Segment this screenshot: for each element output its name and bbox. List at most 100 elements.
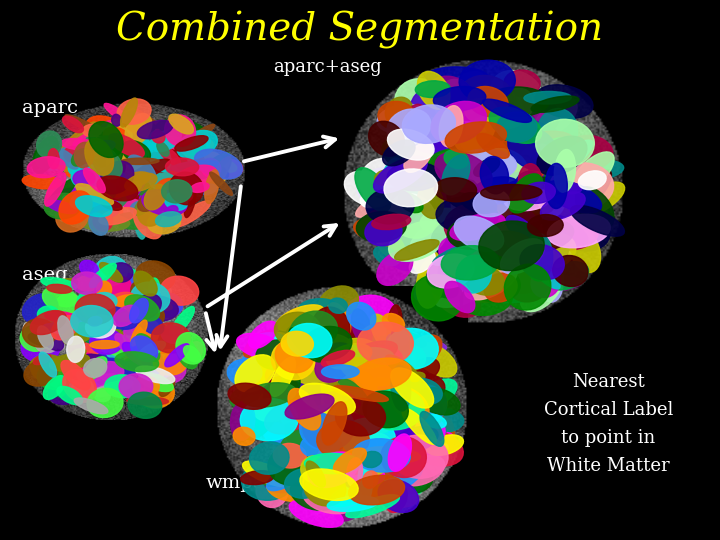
Ellipse shape — [545, 164, 567, 208]
Ellipse shape — [361, 451, 382, 468]
Ellipse shape — [471, 148, 528, 191]
Ellipse shape — [335, 501, 361, 521]
Ellipse shape — [84, 133, 109, 163]
Ellipse shape — [304, 470, 346, 506]
Ellipse shape — [175, 136, 208, 151]
Ellipse shape — [358, 433, 394, 475]
Ellipse shape — [372, 423, 395, 444]
Ellipse shape — [312, 307, 350, 349]
Ellipse shape — [156, 141, 187, 166]
Ellipse shape — [28, 333, 53, 346]
Ellipse shape — [414, 264, 457, 300]
Ellipse shape — [478, 172, 534, 195]
Ellipse shape — [511, 179, 558, 206]
Ellipse shape — [457, 138, 492, 166]
Ellipse shape — [395, 79, 447, 128]
Ellipse shape — [452, 113, 495, 129]
Ellipse shape — [385, 355, 419, 382]
Ellipse shape — [409, 379, 428, 397]
Ellipse shape — [374, 186, 431, 200]
Ellipse shape — [173, 165, 217, 188]
Ellipse shape — [138, 124, 156, 136]
Ellipse shape — [341, 406, 392, 446]
Ellipse shape — [45, 149, 94, 173]
Ellipse shape — [570, 231, 600, 273]
Ellipse shape — [344, 362, 393, 395]
Ellipse shape — [73, 170, 95, 187]
Ellipse shape — [308, 452, 359, 488]
Ellipse shape — [442, 155, 469, 195]
Ellipse shape — [398, 188, 424, 208]
Ellipse shape — [553, 182, 571, 198]
Ellipse shape — [316, 472, 344, 492]
Ellipse shape — [287, 324, 319, 345]
Ellipse shape — [89, 122, 123, 158]
Ellipse shape — [254, 333, 284, 343]
Ellipse shape — [171, 307, 194, 335]
Ellipse shape — [456, 85, 485, 115]
Ellipse shape — [94, 306, 117, 321]
Ellipse shape — [526, 120, 579, 152]
Ellipse shape — [139, 373, 174, 392]
Ellipse shape — [57, 387, 83, 404]
Ellipse shape — [84, 299, 111, 319]
Ellipse shape — [124, 325, 158, 354]
Ellipse shape — [370, 438, 406, 465]
Ellipse shape — [140, 397, 163, 408]
Ellipse shape — [277, 324, 324, 366]
Ellipse shape — [92, 380, 133, 396]
Ellipse shape — [421, 217, 478, 260]
Ellipse shape — [335, 363, 358, 380]
Ellipse shape — [420, 411, 444, 447]
Ellipse shape — [382, 140, 415, 166]
Ellipse shape — [49, 377, 85, 392]
Ellipse shape — [63, 381, 86, 398]
Ellipse shape — [152, 131, 165, 143]
Ellipse shape — [510, 205, 548, 226]
Ellipse shape — [238, 363, 279, 394]
Ellipse shape — [374, 156, 427, 193]
Ellipse shape — [124, 125, 150, 139]
Ellipse shape — [432, 237, 472, 275]
Ellipse shape — [338, 379, 371, 415]
Ellipse shape — [117, 185, 148, 209]
Ellipse shape — [491, 89, 534, 129]
Ellipse shape — [281, 420, 302, 438]
Ellipse shape — [459, 179, 495, 210]
Ellipse shape — [372, 214, 411, 230]
Ellipse shape — [390, 138, 431, 180]
Ellipse shape — [351, 309, 372, 346]
Ellipse shape — [458, 76, 516, 125]
Ellipse shape — [75, 132, 114, 156]
Ellipse shape — [330, 441, 356, 470]
Ellipse shape — [55, 199, 89, 232]
Ellipse shape — [285, 394, 334, 419]
Ellipse shape — [218, 160, 243, 178]
Ellipse shape — [108, 336, 138, 355]
Ellipse shape — [96, 281, 112, 298]
Ellipse shape — [312, 444, 351, 487]
Ellipse shape — [448, 282, 497, 299]
Ellipse shape — [441, 170, 508, 194]
Ellipse shape — [279, 376, 330, 393]
Ellipse shape — [380, 233, 435, 246]
Ellipse shape — [131, 356, 164, 377]
Ellipse shape — [207, 157, 231, 191]
Ellipse shape — [395, 345, 426, 370]
Ellipse shape — [73, 296, 94, 309]
Ellipse shape — [369, 390, 418, 422]
Ellipse shape — [572, 182, 625, 218]
Ellipse shape — [21, 334, 60, 362]
Ellipse shape — [92, 199, 104, 217]
Ellipse shape — [355, 388, 402, 410]
Ellipse shape — [382, 206, 400, 225]
Ellipse shape — [531, 144, 553, 164]
Ellipse shape — [492, 288, 544, 303]
Ellipse shape — [378, 399, 434, 413]
Ellipse shape — [482, 116, 528, 147]
Ellipse shape — [522, 182, 555, 204]
Ellipse shape — [468, 86, 508, 117]
Ellipse shape — [400, 339, 446, 353]
Ellipse shape — [19, 102, 247, 239]
Ellipse shape — [102, 200, 122, 210]
